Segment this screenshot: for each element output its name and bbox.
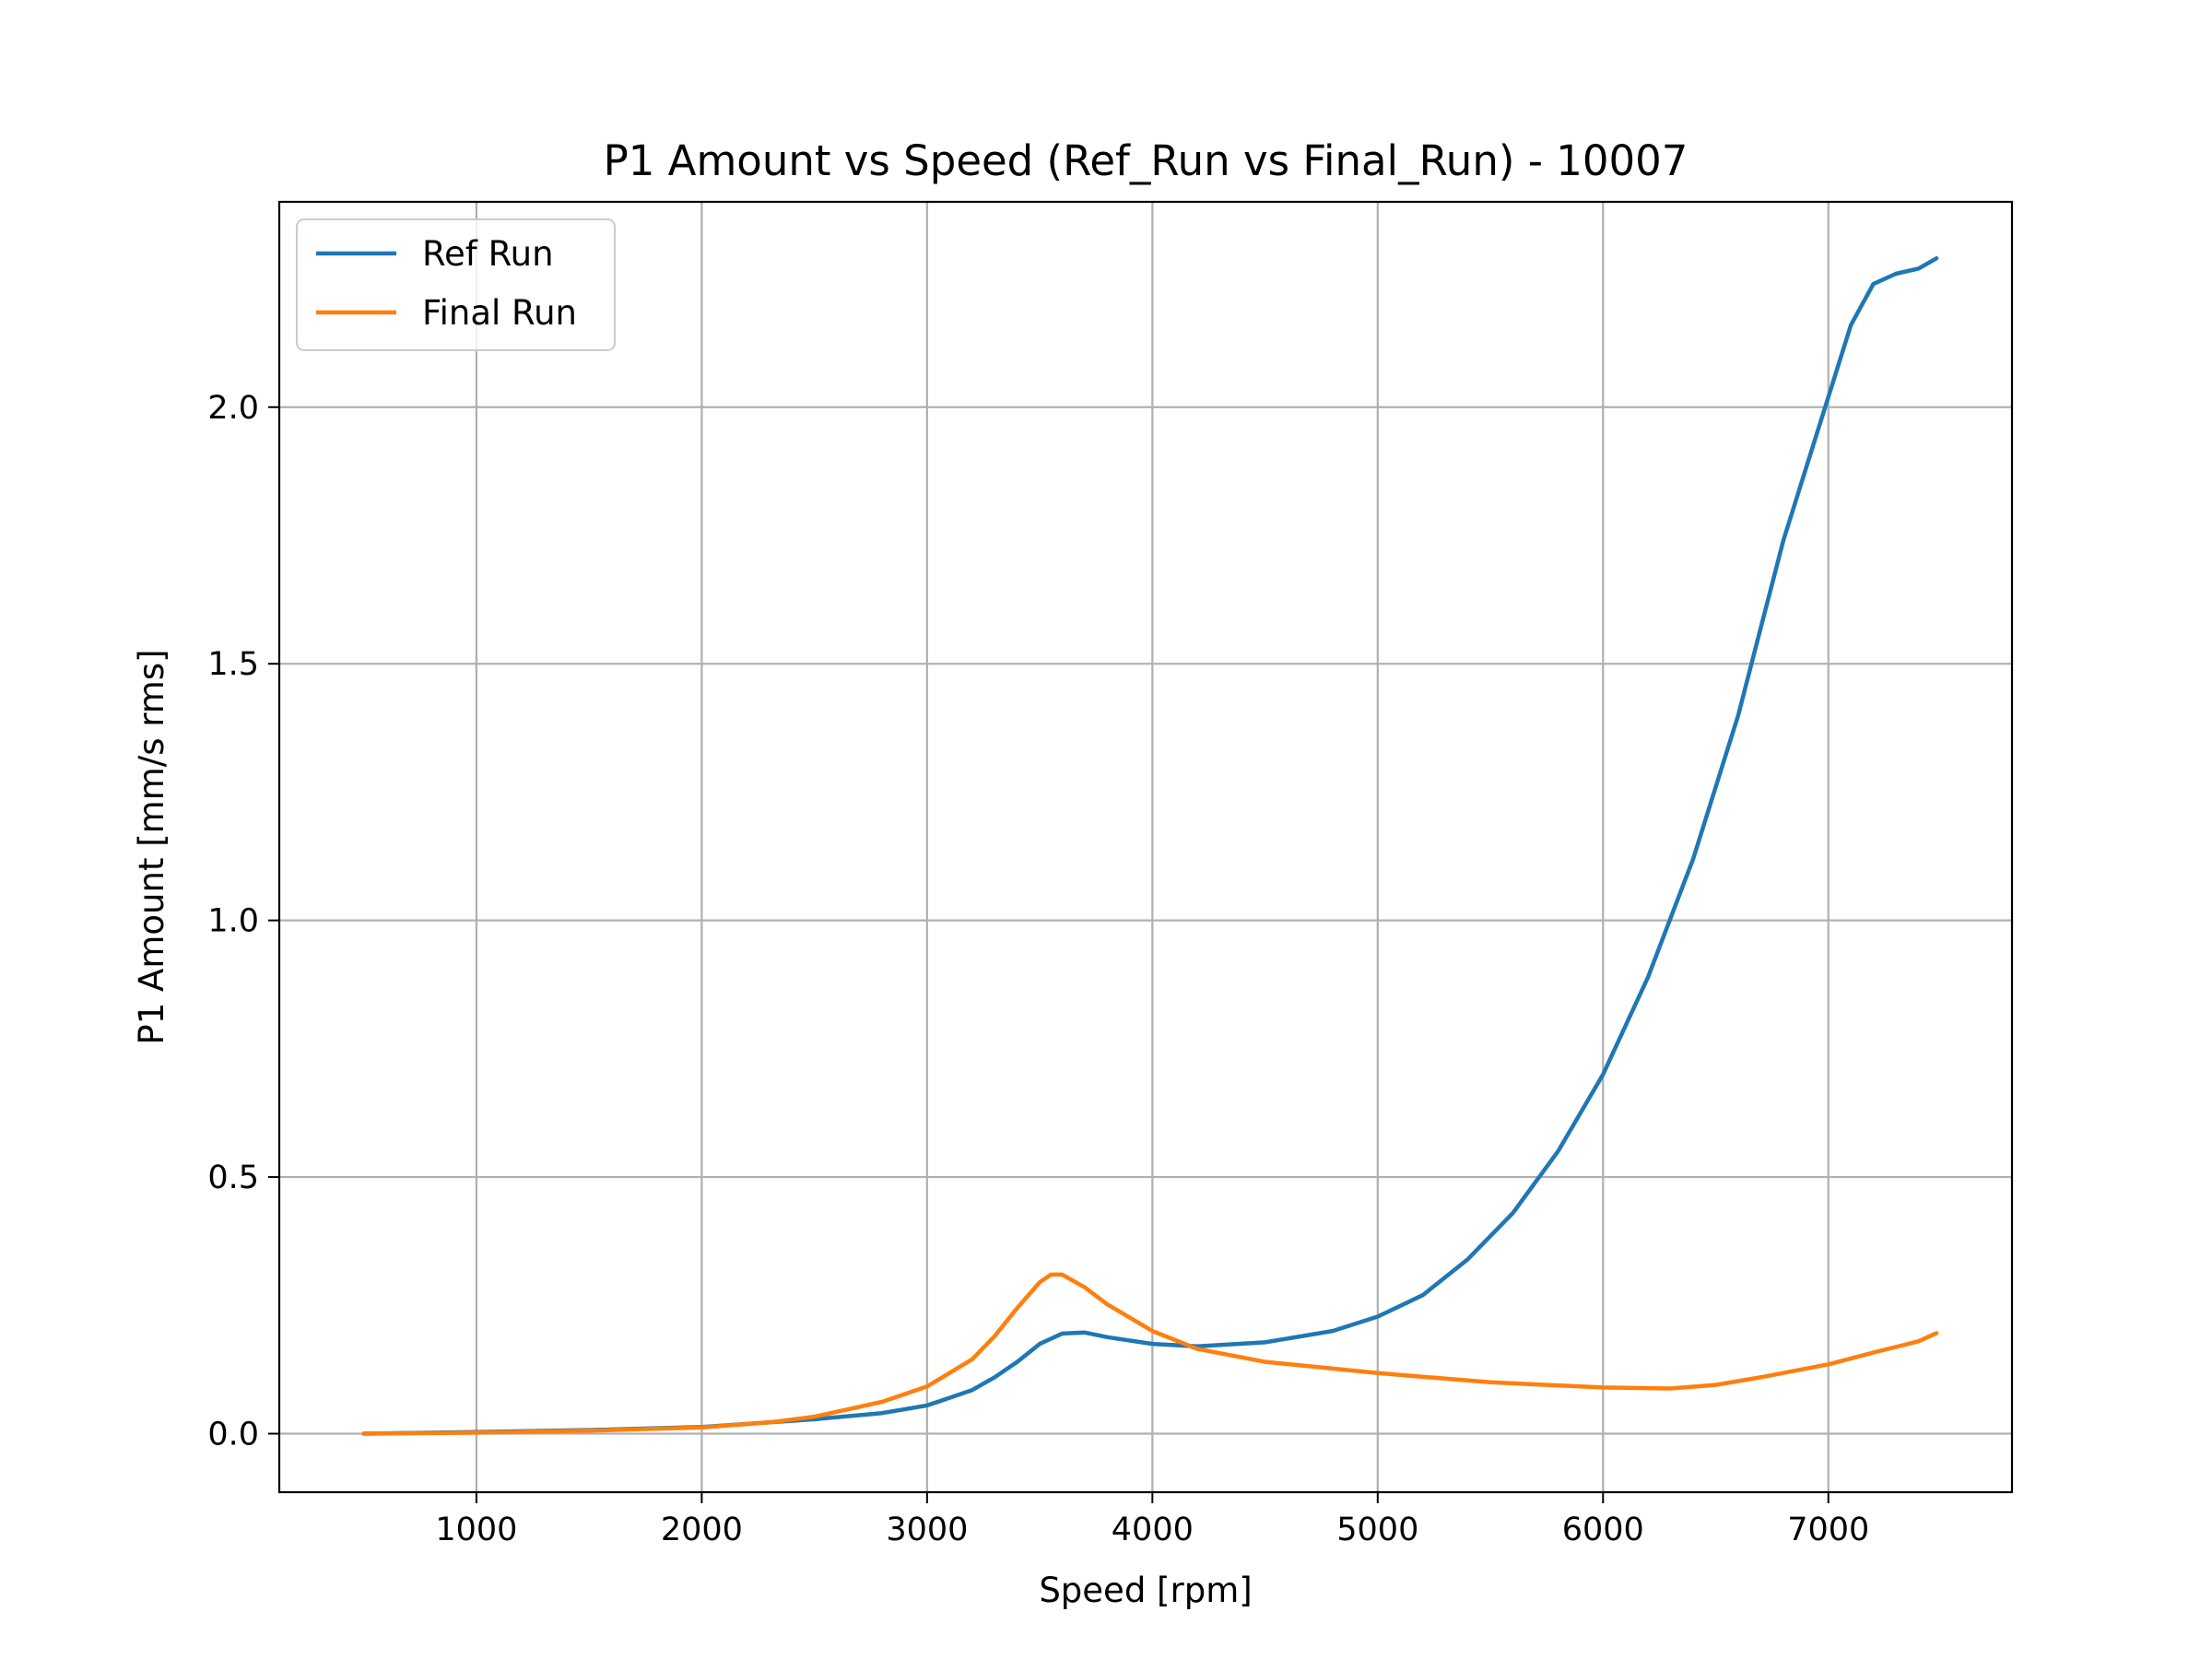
grid-lines: [279, 202, 2012, 1492]
y-tick-label: 0.5: [207, 1159, 259, 1196]
x-tick-label: 2000: [661, 1512, 743, 1548]
plot-frame: [277, 200, 2014, 1494]
y-tick-label: 1.0: [207, 903, 259, 940]
plot-series: [361, 256, 1939, 1436]
x-tick-label: 6000: [1562, 1512, 1644, 1548]
axis-ticks: 1000 2000 3000 4000 5000 6000 7000 0.0 0.5 1.0 1.5…: [207, 390, 1869, 1548]
x-tick-label: 7000: [1787, 1512, 1869, 1548]
legend-label-final-run: Final Run: [422, 293, 577, 333]
y-tick-label: 0.0: [207, 1417, 259, 1453]
x-tick-label: 5000: [1336, 1512, 1418, 1548]
x-tick-label: 1000: [435, 1512, 517, 1548]
y-tick-label: 2.0: [207, 390, 259, 427]
x-axis-label: Speed [rpm]: [1039, 1571, 1252, 1610]
series-line-final-run: [361, 1272, 1939, 1436]
x-tick-label: 4000: [1112, 1512, 1194, 1548]
x-tick-label: 3000: [886, 1512, 968, 1548]
chart-title: P1 Amount vs Speed (Ref_Run vs Final_Run…: [604, 136, 1688, 185]
legend-label-ref-run: Ref Run: [422, 234, 554, 274]
y-axis-label: P1 Amount [mm/s rms]: [132, 649, 171, 1044]
series-line-ref-run: [361, 256, 1939, 1436]
legend: Ref Run Final Run: [296, 218, 616, 351]
y-tick-label: 1.5: [207, 646, 259, 683]
